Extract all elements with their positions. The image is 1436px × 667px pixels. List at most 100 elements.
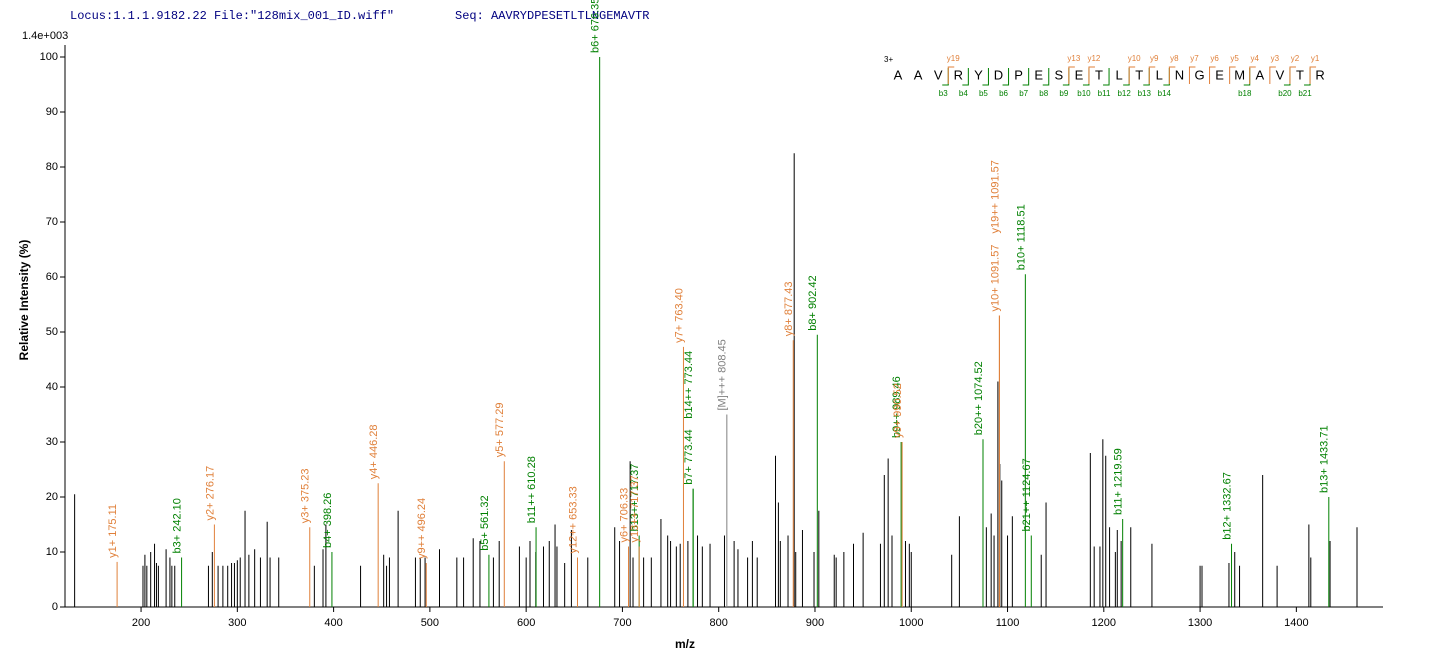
residue: R bbox=[1315, 67, 1324, 82]
y-tick-label: 40 bbox=[46, 381, 58, 393]
peak-label: y8+ 877.43 bbox=[783, 282, 795, 337]
x-tick-label: 700 bbox=[613, 617, 631, 629]
peak-label: b5+ 561.32 bbox=[479, 495, 491, 550]
residue: M bbox=[1234, 67, 1245, 82]
y-ion-label: y9 bbox=[1150, 54, 1159, 63]
residue: V bbox=[934, 67, 943, 82]
peak-label: y9++ 496.24 bbox=[416, 498, 428, 559]
b-ion-mark bbox=[1304, 68, 1311, 86]
peak-label: y10+ 1091.57 bbox=[989, 245, 1001, 312]
y-ion-label: y7 bbox=[1190, 54, 1199, 63]
b-ion-label: b7 bbox=[1019, 89, 1028, 98]
y-tick-label: 80 bbox=[46, 161, 58, 173]
peak-label: y7+ 763.40 bbox=[673, 288, 685, 343]
y-ion-label: y12 bbox=[1087, 54, 1100, 63]
residue: S bbox=[1054, 67, 1063, 82]
b-ion-mark bbox=[1123, 68, 1130, 86]
b-ion-mark bbox=[962, 68, 969, 86]
b-ion-label: b12 bbox=[1117, 89, 1131, 98]
peak-label: b7+ 773.44 bbox=[683, 429, 695, 484]
peak-label: b4+ 398.26 bbox=[322, 493, 334, 548]
y-axis-label: Relative Intensity (%) bbox=[17, 240, 31, 361]
residue: E bbox=[1075, 67, 1084, 82]
b-ion-mark bbox=[1103, 68, 1110, 86]
x-tick-label: 300 bbox=[228, 617, 246, 629]
peak-label: b10+ 1118.51 bbox=[1015, 204, 1027, 270]
b-ion-label: b14 bbox=[1158, 89, 1172, 98]
y-tick-label: 30 bbox=[46, 436, 58, 448]
peak-label: b3+ 242.10 bbox=[171, 498, 183, 553]
y-ion-label: y13 bbox=[1067, 54, 1080, 63]
x-tick-label: 400 bbox=[324, 617, 342, 629]
b-ion-mark bbox=[1042, 68, 1050, 86]
y-tick-label: 60 bbox=[46, 271, 58, 283]
b-ion-label: b20 bbox=[1278, 89, 1292, 98]
peak-label: b11+ 1219.59 bbox=[1113, 448, 1125, 515]
y-ion-mark bbox=[1188, 66, 1196, 84]
b-ion-label: b6 bbox=[999, 89, 1008, 98]
y-ion-mark bbox=[1168, 66, 1176, 84]
b-ion-label: b10 bbox=[1077, 89, 1091, 98]
x-tick-label: 200 bbox=[132, 617, 150, 629]
peak-label: y2+ 276.17 bbox=[204, 466, 216, 521]
peak-label: y13++ 717.37 bbox=[629, 475, 641, 542]
peak-label: y1+ 175.11 bbox=[107, 504, 119, 558]
b-ion-mark bbox=[1143, 68, 1150, 86]
b-ion-mark bbox=[1062, 68, 1070, 86]
peak-label: b21++ 1124.67 bbox=[1021, 458, 1033, 531]
y-ion-mark bbox=[1289, 66, 1296, 84]
b-ion-mark bbox=[1002, 68, 1010, 86]
residue: P bbox=[1014, 67, 1023, 82]
y-tick-label: 70 bbox=[46, 216, 58, 228]
y-ion-mark bbox=[1148, 66, 1156, 84]
y-ion-label: y2 bbox=[1291, 54, 1300, 63]
residue: L bbox=[1115, 67, 1122, 82]
y-ion-label: y4 bbox=[1251, 54, 1260, 63]
y-ion-mark bbox=[947, 66, 955, 84]
y-ion-label: y5 bbox=[1230, 54, 1239, 63]
y-ion-mark bbox=[1229, 66, 1236, 84]
residue: A bbox=[914, 67, 923, 82]
x-tick-label: 1100 bbox=[996, 617, 1020, 629]
y-tick-label: 10 bbox=[46, 546, 58, 558]
peak-label: b11++ 610.28 bbox=[526, 456, 538, 523]
b-ion-mark bbox=[1163, 68, 1170, 86]
residue: T bbox=[1095, 67, 1103, 82]
y-ion-label: y1 bbox=[1311, 54, 1320, 63]
residue: T bbox=[1296, 67, 1304, 82]
peak-label: b6+ 676.35 bbox=[590, 0, 602, 53]
x-tick-label: 1000 bbox=[899, 617, 923, 629]
residue: N bbox=[1175, 67, 1184, 82]
y-tick-label: 20 bbox=[46, 491, 58, 503]
b-ion-label: b11 bbox=[1098, 89, 1111, 98]
peak-label: [M]+++ 808.45 bbox=[717, 339, 729, 410]
residue: D bbox=[994, 67, 1003, 82]
peak-label: y4+ 446.28 bbox=[368, 425, 380, 480]
peak-label: b14++ 773.44 bbox=[683, 351, 695, 419]
charge-label: 3+ bbox=[884, 55, 893, 64]
chart-subtitle: Seq: AAVRYDPESETLTLNGEMAVTR bbox=[455, 9, 649, 23]
peak-label: y19++ 1091.57 bbox=[989, 160, 1001, 233]
peak-label: b12+ 1332.67 bbox=[1221, 472, 1233, 540]
residue: L bbox=[1156, 67, 1163, 82]
y-ion-mark bbox=[1209, 66, 1216, 84]
y-ion-label: y19 bbox=[947, 54, 960, 63]
peak-label: b13+ 1433.71 bbox=[1319, 425, 1331, 493]
peak-label: b20++ 1074.52 bbox=[973, 361, 985, 435]
y-ion-mark bbox=[1269, 66, 1276, 84]
peak-label: b13++ 717.37 bbox=[629, 464, 641, 532]
y-ion-mark bbox=[1309, 66, 1317, 84]
peak-label: y5+ 577.29 bbox=[494, 403, 506, 458]
x-tick-label: 500 bbox=[421, 617, 439, 629]
x-tick-label: 1200 bbox=[1092, 617, 1116, 629]
peak-label: y6+ 706.33 bbox=[618, 488, 630, 543]
peak-label: y9+ 990.52 bbox=[892, 383, 904, 438]
y-ion-label: y3 bbox=[1271, 54, 1280, 63]
peak-label: y3+ 375.23 bbox=[300, 469, 312, 524]
peak-label: y12++ 653.33 bbox=[567, 486, 579, 553]
y-ion-mark bbox=[1068, 66, 1075, 84]
b-ion-label: b8 bbox=[1039, 89, 1048, 98]
residue: R bbox=[954, 67, 963, 82]
b-ion-label: b18 bbox=[1238, 89, 1252, 98]
